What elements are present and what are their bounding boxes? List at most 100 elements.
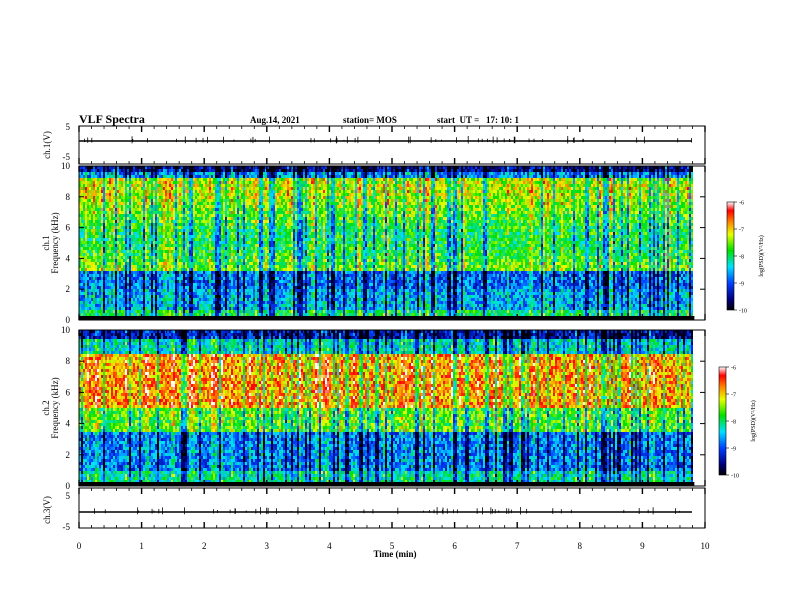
spectrogram-cell (203, 196, 205, 199)
spectrogram-cell (93, 256, 95, 259)
spectrogram-cell (209, 217, 211, 220)
spectrogram-cell (203, 223, 205, 226)
spectrogram-cell (153, 217, 155, 220)
spectrogram-cell (237, 226, 239, 229)
spectrogram-cell (225, 220, 227, 223)
spectrogram-cell (267, 217, 269, 220)
spectrogram-cell (197, 244, 199, 247)
spectrogram-cell (83, 262, 85, 265)
spectrogram-cell (83, 259, 85, 262)
spectrogram-cell (219, 274, 221, 277)
spectrogram-cell (205, 205, 207, 208)
spectrogram-cell (265, 259, 267, 262)
spectrogram-cell (221, 184, 223, 187)
spectrogram-cell (153, 286, 155, 289)
spectrogram-cell (101, 196, 103, 199)
spectrogram-cell (173, 223, 175, 226)
spectrogram-cell (217, 304, 219, 307)
spectrogram-cell (179, 262, 181, 265)
spectrogram-cell (187, 298, 189, 301)
spectrogram-cell (133, 184, 135, 187)
spectrogram-cell (231, 205, 233, 208)
spectrogram-cell (169, 169, 171, 172)
spectrogram-cell (235, 199, 237, 202)
spectrogram-cell (191, 226, 193, 229)
spectrogram-cell (143, 178, 145, 181)
spectrogram-cell (189, 238, 191, 241)
spectrogram-cell (217, 193, 219, 196)
spectrogram-cell (93, 208, 95, 211)
spectrogram-cell (181, 283, 183, 286)
spectrogram-cell (139, 262, 141, 265)
spectrogram-cell (109, 238, 111, 241)
spectrogram-cell (131, 310, 133, 313)
spectrogram-cell (115, 259, 117, 262)
spectrogram-cell (81, 250, 83, 253)
spectrogram-cell (237, 292, 239, 295)
spectrogram-cell (123, 250, 125, 253)
spectrogram-cell (237, 190, 239, 193)
spectrogram-cell (103, 265, 105, 268)
spectrogram-cell (127, 226, 129, 229)
spectrogram-cell (227, 271, 229, 274)
spectrogram-cell (131, 196, 133, 199)
spectrogram-cell (271, 193, 273, 196)
spectrogram-cell (231, 244, 233, 247)
spectrogram-cell (215, 211, 217, 214)
spectrogram-cell (191, 253, 193, 256)
spectrogram-cell (153, 271, 155, 274)
spectrogram-cell (195, 178, 197, 181)
spectrogram-cell (153, 298, 155, 301)
spectrogram-cell (121, 259, 123, 262)
spectrogram-cell (207, 307, 209, 310)
spectrogram-cell (103, 229, 105, 232)
spectrogram-cell (257, 181, 259, 184)
spectrogram-cell (225, 310, 227, 313)
spectrogram-cell (203, 307, 205, 310)
spectrogram-cell (259, 205, 261, 208)
spectrogram-cell (155, 175, 157, 178)
spectrogram-cell (165, 208, 167, 211)
spectrogram-cell (209, 280, 211, 283)
spectrogram-cell (159, 301, 161, 304)
spectrogram-cell (115, 304, 117, 307)
spectrogram-cell (161, 187, 163, 190)
spectrogram-cell (203, 253, 205, 256)
spectrogram-cell (179, 301, 181, 304)
spectrogram-cell (149, 190, 151, 193)
spectrogram-cell (151, 241, 153, 244)
spectrogram-cell (205, 259, 207, 262)
spectrogram-cell (229, 301, 231, 304)
spectrogram-cell (163, 253, 165, 256)
spectrogram-cell (203, 304, 205, 307)
spectrogram-cell (251, 250, 253, 253)
spectrogram-cell (185, 256, 187, 259)
spectrogram-cell (257, 280, 259, 283)
spectrogram-cell (257, 244, 259, 247)
spectrogram-cell (109, 169, 111, 172)
spectrogram-cell (149, 205, 151, 208)
spectrogram-cell (259, 250, 261, 253)
spectrogram-cell (131, 220, 133, 223)
spectrogram-cell (243, 190, 245, 193)
spectrogram-cell (115, 241, 117, 244)
spectrogram-cell (261, 274, 263, 277)
spectrogram-cell (169, 307, 171, 310)
spectrogram-cell (165, 199, 167, 202)
spectrogram-cell (127, 235, 129, 238)
spectrogram-cell (165, 295, 167, 298)
spectrogram-cell (159, 226, 161, 229)
spectrogram-cell (171, 199, 173, 202)
spectrogram-cell (271, 205, 273, 208)
spectrogram-cell (241, 190, 243, 193)
spectrogram-cell (111, 241, 113, 244)
spectrogram-cell (83, 268, 85, 271)
spectrogram-cell (159, 304, 161, 307)
spectrogram-cell (205, 286, 207, 289)
spectrogram-cell (155, 298, 157, 301)
spectrogram-cell (95, 244, 97, 247)
spectrogram-cell (115, 223, 117, 226)
spectrogram-cell (97, 193, 99, 196)
spectrogram-cell (261, 229, 263, 232)
spectrogram-cell (89, 232, 91, 235)
